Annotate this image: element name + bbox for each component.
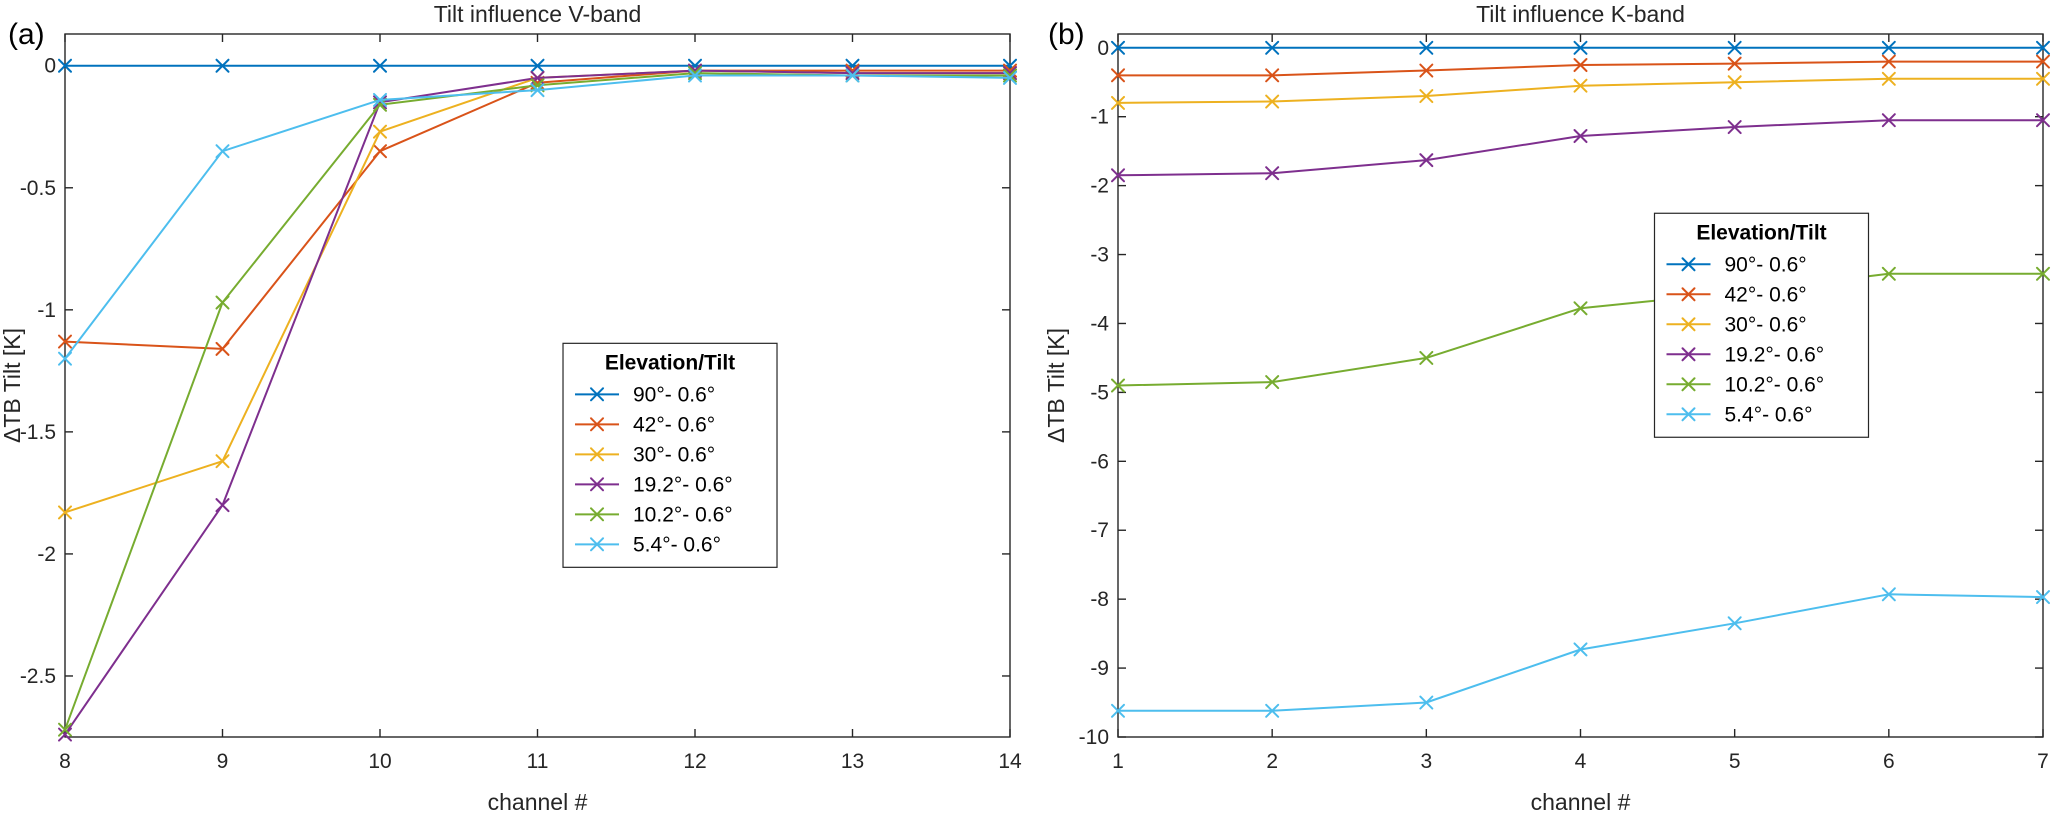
series-0 [1111,40,2050,55]
legend-title: Elevation/Tilt [1696,221,1826,244]
legend-entry-label: 19.2°- 0.6° [633,473,733,496]
chart-k-band: 1 2 3 4 5 6 7 0 -1 -2 -3 -4 -5 -6 -7 -8 -9 -10 Tilt influe… [1043,1,2050,815]
series-5 [1111,587,2050,718]
x-tick-label: 5 [1729,750,1741,773]
y-tick-label: -6 [1090,450,1109,473]
x-tick-label: 4 [1575,750,1587,773]
y-tick-label: -2 [37,543,56,566]
y-tick-label: -10 [1079,726,1109,749]
legend-entry-label: 42°- 0.6° [1725,283,1807,306]
y-tick-label: 0 [44,55,56,78]
y-tick-label: -9 [1090,657,1109,680]
legend-entry-label: 10.2°- 0.6° [633,503,733,526]
x-tick-label: 10 [368,750,391,773]
panel-b-label: (b) [1048,18,1085,51]
series-0 [58,58,1017,73]
x-axis: 8 9 10 11 12 13 14 [59,34,1022,773]
y-tick-label: -7 [1090,519,1109,542]
axes-box [64,33,1011,738]
x-tick-label: 3 [1420,750,1432,773]
x-tick-label: 8 [59,750,71,773]
x-tick-label: 7 [2037,750,2049,773]
x-tick-label: 1 [1112,750,1124,773]
x-tick-label: 13 [841,750,864,773]
legend-entry-label: 5.4°- 0.6° [633,533,721,556]
legend-entry-label: 10.2°- 0.6° [1725,373,1825,396]
axes-box [1117,33,2044,738]
x-axis-label: channel # [488,789,588,815]
y-tick-label: -8 [1090,588,1109,611]
plot-area: 1 2 3 4 5 6 7 0 -1 -2 -3 -4 -5 -6 -7 -8 -9 -10 Tilt influe… [1043,1,2050,815]
legend-entry-label: 90°- 0.6° [633,383,715,406]
series-5 [58,68,1017,366]
legend: Elevation/Tilt 90°- 0.6° 42°- 0.6° 30°- 0.6… [562,342,778,568]
chart-title: Tilt influence V-band [434,1,642,27]
y-tick-label: -4 [1090,312,1109,335]
legend: Elevation/Tilt 90°- 0.6° 42°- 0.6° 30°- 0.6… [1653,212,1870,438]
y-tick-label: -1 [37,299,56,322]
legend-entry-label: 42°- 0.6° [633,413,715,436]
series-4 [1111,266,2050,393]
x-tick-label: 12 [683,750,706,773]
y-tick-label: -2 [1090,175,1109,198]
panel-b: (b) 1 2 3 4 5 6 7 0 -1 -2 -3 -4 -5 -6 -7 -8 -9 -10 Tilt in… [1040,0,2057,828]
x-axis-label: channel # [1531,789,1631,815]
chart-v-band: 8 9 10 11 12 13 14 0 -0.5 -1 -1.5 -2 -2.5 Tilt influe… [0,1,1022,815]
series-2 [1111,71,2050,110]
x-axis: 1 2 3 4 5 6 7 [1112,34,2049,773]
legend-title: Elevation/Tilt [605,351,735,374]
chart-title: Tilt influence K-band [1476,1,1685,27]
legend-entry-label: 30°- 0.6° [1725,313,1807,336]
y-tick-label: -5 [1090,381,1109,404]
y-tick-label: -1.5 [20,421,56,444]
y-tick-label: -3 [1090,244,1109,267]
plot-area: 8 9 10 11 12 13 14 0 -0.5 -1 -1.5 -2 -2.5 Tilt influe… [0,1,1022,815]
legend-entry-label: 19.2°- 0.6° [1725,343,1825,366]
x-tick-label: 6 [1883,750,1895,773]
y-axis: 0 -1 -2 -3 -4 -5 -6 -7 -8 -9 -10 [1079,37,2043,749]
legend-entry-label: 90°- 0.6° [1725,253,1807,276]
y-axis-label: ΔTB Tilt [K] [1043,328,1069,443]
y-tick-label: -0.5 [20,177,56,200]
y-tick-label: 0 [1097,37,1109,60]
series-1 [1111,54,2050,83]
x-tick-label: 11 [527,750,549,773]
x-tick-label: 9 [217,750,229,773]
legend-entry-label: 5.4°- 0.6° [1725,403,1813,426]
panel-a: (a) 8 9 10 11 12 13 14 0 -0.5 -1 -1.5 -2 -2.5 Tilt in… [0,1,1022,815]
panel-a-label: (a) [8,18,45,51]
y-tick-label: -2.5 [20,665,56,688]
y-tick-label: -1 [1090,106,1109,129]
y-axis: 0 -0.5 -1 -1.5 -2 -2.5 [20,55,1010,688]
x-tick-label: 14 [998,750,1022,773]
x-tick-label: 2 [1266,750,1278,773]
series-3 [1111,113,2050,183]
y-axis-label: ΔTB Tilt [K] [0,328,25,443]
legend-entry-label: 30°- 0.6° [633,443,715,466]
